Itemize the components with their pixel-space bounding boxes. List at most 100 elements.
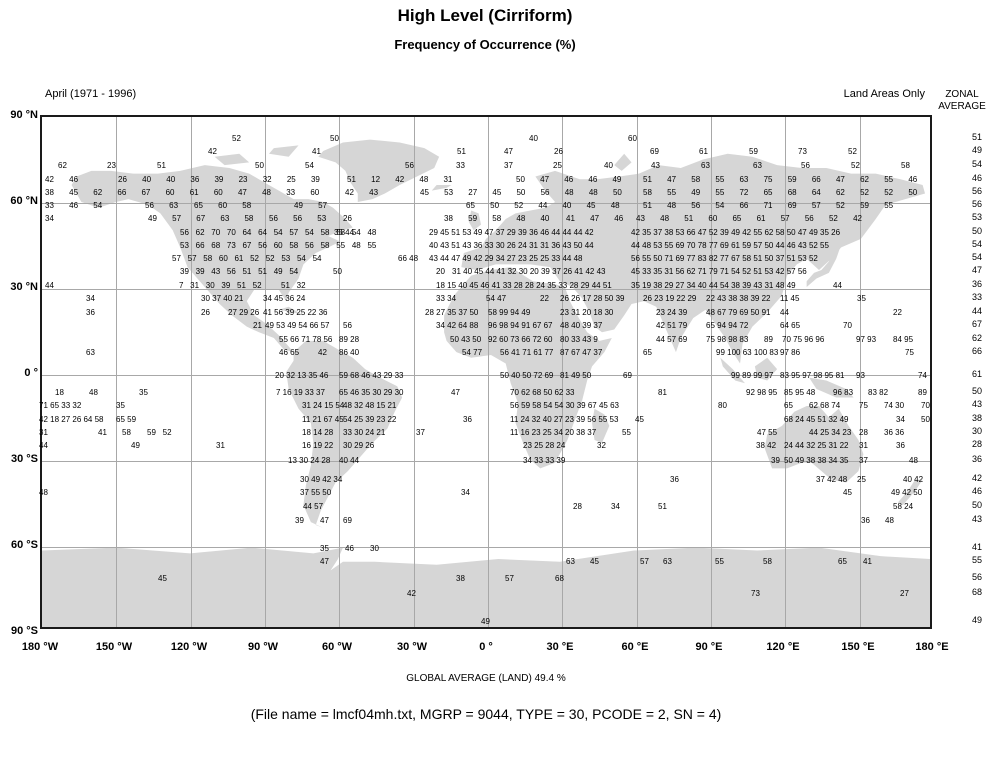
frequency-value: 27 <box>900 589 909 598</box>
frequency-value: 28 <box>573 502 582 511</box>
frequency-value: 49 <box>131 441 140 450</box>
period-label: April (1971 - 1996) <box>45 88 137 100</box>
zonal-average-value: 43 <box>971 514 982 524</box>
frequency-value: 51 12 42 48 31 <box>347 175 453 184</box>
frequency-value: 30 37 40 21 <box>201 294 244 303</box>
world-map <box>42 139 930 627</box>
frequency-value: 43 44 47 49 42 29 34 27 23 25 25 33 44 4… <box>429 254 583 263</box>
frequency-value: 56 63 <box>145 201 179 210</box>
frequency-value: 56 41 71 61 77 <box>500 348 554 357</box>
longitude-axis-label: 180 °W <box>21 641 59 653</box>
page-title: High Level (Cirriform) <box>397 6 573 25</box>
frequency-value: 25 <box>553 161 562 170</box>
frequency-value: 63 <box>663 557 672 566</box>
frequency-value: 44 25 34 23 <box>809 428 852 437</box>
frequency-value: 51 <box>658 502 667 511</box>
frequency-value: 26 40 40 36 39 23 32 25 39 <box>118 175 320 184</box>
frequency-value: 37 <box>504 161 513 170</box>
frequency-value: 69 <box>343 516 352 525</box>
zonal-header-line2: AVERAGE <box>938 101 986 112</box>
frequency-value: 65 94 94 72 <box>706 321 749 330</box>
frequency-value: 56 55 50 71 69 77 83 82 77 67 58 51 50 3… <box>631 254 818 263</box>
longitude-axis-label: 30 °W <box>396 641 428 653</box>
frequency-value: 35 <box>139 388 148 397</box>
frequency-value: 20 32 13 35 46 <box>275 371 329 380</box>
frequency-value: 26 <box>343 214 352 223</box>
zonal-average-value: 54 <box>971 239 982 249</box>
frequency-value: 30 29 26 <box>343 441 375 450</box>
frequency-value: 97 93 <box>856 335 877 344</box>
frequency-value: 99 100 63 100 83 <box>716 348 779 357</box>
frequency-value: 18 15 40 45 46 41 33 28 28 24 35 33 28 2… <box>436 281 612 290</box>
frequency-value: 31 <box>39 428 48 437</box>
zonal-average-value: 30 <box>971 426 982 436</box>
frequency-value: 36 <box>86 308 95 317</box>
frequency-value: 48 40 39 37 <box>560 321 603 330</box>
frequency-value: 38 <box>456 574 465 583</box>
zonal-average-value: 61 <box>971 369 982 379</box>
frequency-value: 40 43 51 43 36 33 30 26 24 31 31 36 43 5… <box>429 241 594 250</box>
frequency-value: 74 <box>918 371 927 380</box>
frequency-value: 35 <box>320 544 329 553</box>
frequency-value: 45 <box>843 488 852 497</box>
frequency-value: 92 60 73 66 72 60 <box>488 335 553 344</box>
frequency-value: 48 32 48 15 21 <box>343 401 397 410</box>
frequency-value: 43 <box>651 161 660 170</box>
frequency-value: 27 29 26 <box>228 308 260 317</box>
latitude-axis-label: 60 °S <box>10 539 38 551</box>
zonal-average-value: 53 <box>971 212 982 222</box>
frequency-value: 57 <box>640 557 649 566</box>
frequency-value: 45 <box>635 415 644 424</box>
frequency-value: 26 23 19 22 29 <box>643 294 697 303</box>
frequency-value: 38 59 58 48 40 <box>444 214 550 223</box>
frequency-value: 42 46 <box>45 175 79 184</box>
frequency-value: 44 <box>833 281 842 290</box>
frequency-value: 47 <box>320 557 329 566</box>
frequency-value: 45 <box>590 557 599 566</box>
frequency-value: 68 24 45 51 32 49 <box>784 415 849 424</box>
frequency-value: 37 42 48 <box>816 475 848 484</box>
frequency-value: 58 24 <box>893 502 914 511</box>
frequency-value: 50 49 38 38 34 35 <box>784 456 849 465</box>
zonal-average-value: 44 <box>971 306 982 316</box>
frequency-value: 41 <box>312 147 321 156</box>
frequency-value: 54 25 39 23 22 <box>343 415 397 424</box>
frequency-value: 70 75 96 96 <box>782 335 825 344</box>
frequency-value: 41 47 46 <box>566 214 624 223</box>
latitude-axis-label: 30 °N <box>10 281 38 293</box>
frequency-value: 75 <box>905 348 914 357</box>
frequency-value: 49 57 <box>294 201 328 210</box>
frequency-value: 39 <box>295 516 304 525</box>
frequency-value: 31 <box>859 441 868 450</box>
frequency-value: 87 67 47 37 <box>560 348 603 357</box>
frequency-value: 48 67 79 69 50 91 <box>706 308 771 317</box>
frequency-value: 65 50 52 44 40 45 48 <box>466 201 620 210</box>
frequency-value: 65 46 35 30 29 30 <box>339 388 404 397</box>
zonal-average-value: 49 <box>971 615 982 625</box>
frequency-value: 65 <box>643 348 652 357</box>
map-plot-area: 52 50 40 60 42 41 51 47 26 69 61 59 73 52 62 23 51 50 54 56… <box>39 115 932 629</box>
latitude-axis-label: 0 ° <box>24 367 38 379</box>
frequency-value: 36 <box>861 516 870 525</box>
longitude-gridline <box>860 117 861 627</box>
longitude-axis-label: 90 °E <box>695 641 723 653</box>
frequency-value: 44 57 69 <box>656 335 688 344</box>
zonal-average-value: 38 <box>971 413 982 423</box>
longitude-gridline <box>711 117 712 627</box>
frequency-value: 11 16 23 25 34 20 38 37 <box>510 428 597 437</box>
zonal-average-value: 54 <box>971 252 982 262</box>
frequency-value: 73 <box>751 589 760 598</box>
frequency-value: 32 <box>597 441 606 450</box>
frequency-value: 48 <box>89 388 98 397</box>
frequency-value: 51 <box>157 161 166 170</box>
frequency-value: 7 16 19 33 37 <box>276 388 325 397</box>
zonal-average-value: 51 <box>971 132 982 142</box>
frequency-value: 42 <box>407 589 416 598</box>
frequency-value: 48 <box>39 488 48 497</box>
latitude-axis-label: 90 °S <box>10 625 38 637</box>
frequency-value: 23 31 20 18 30 <box>560 308 614 317</box>
frequency-value: 58 55 49 55 72 65 68 64 62 52 52 50 <box>643 188 918 197</box>
frequency-value: 75 <box>859 401 868 410</box>
frequency-value: 34 <box>611 502 620 511</box>
longitude-axis-label: 120 °E <box>766 641 800 653</box>
